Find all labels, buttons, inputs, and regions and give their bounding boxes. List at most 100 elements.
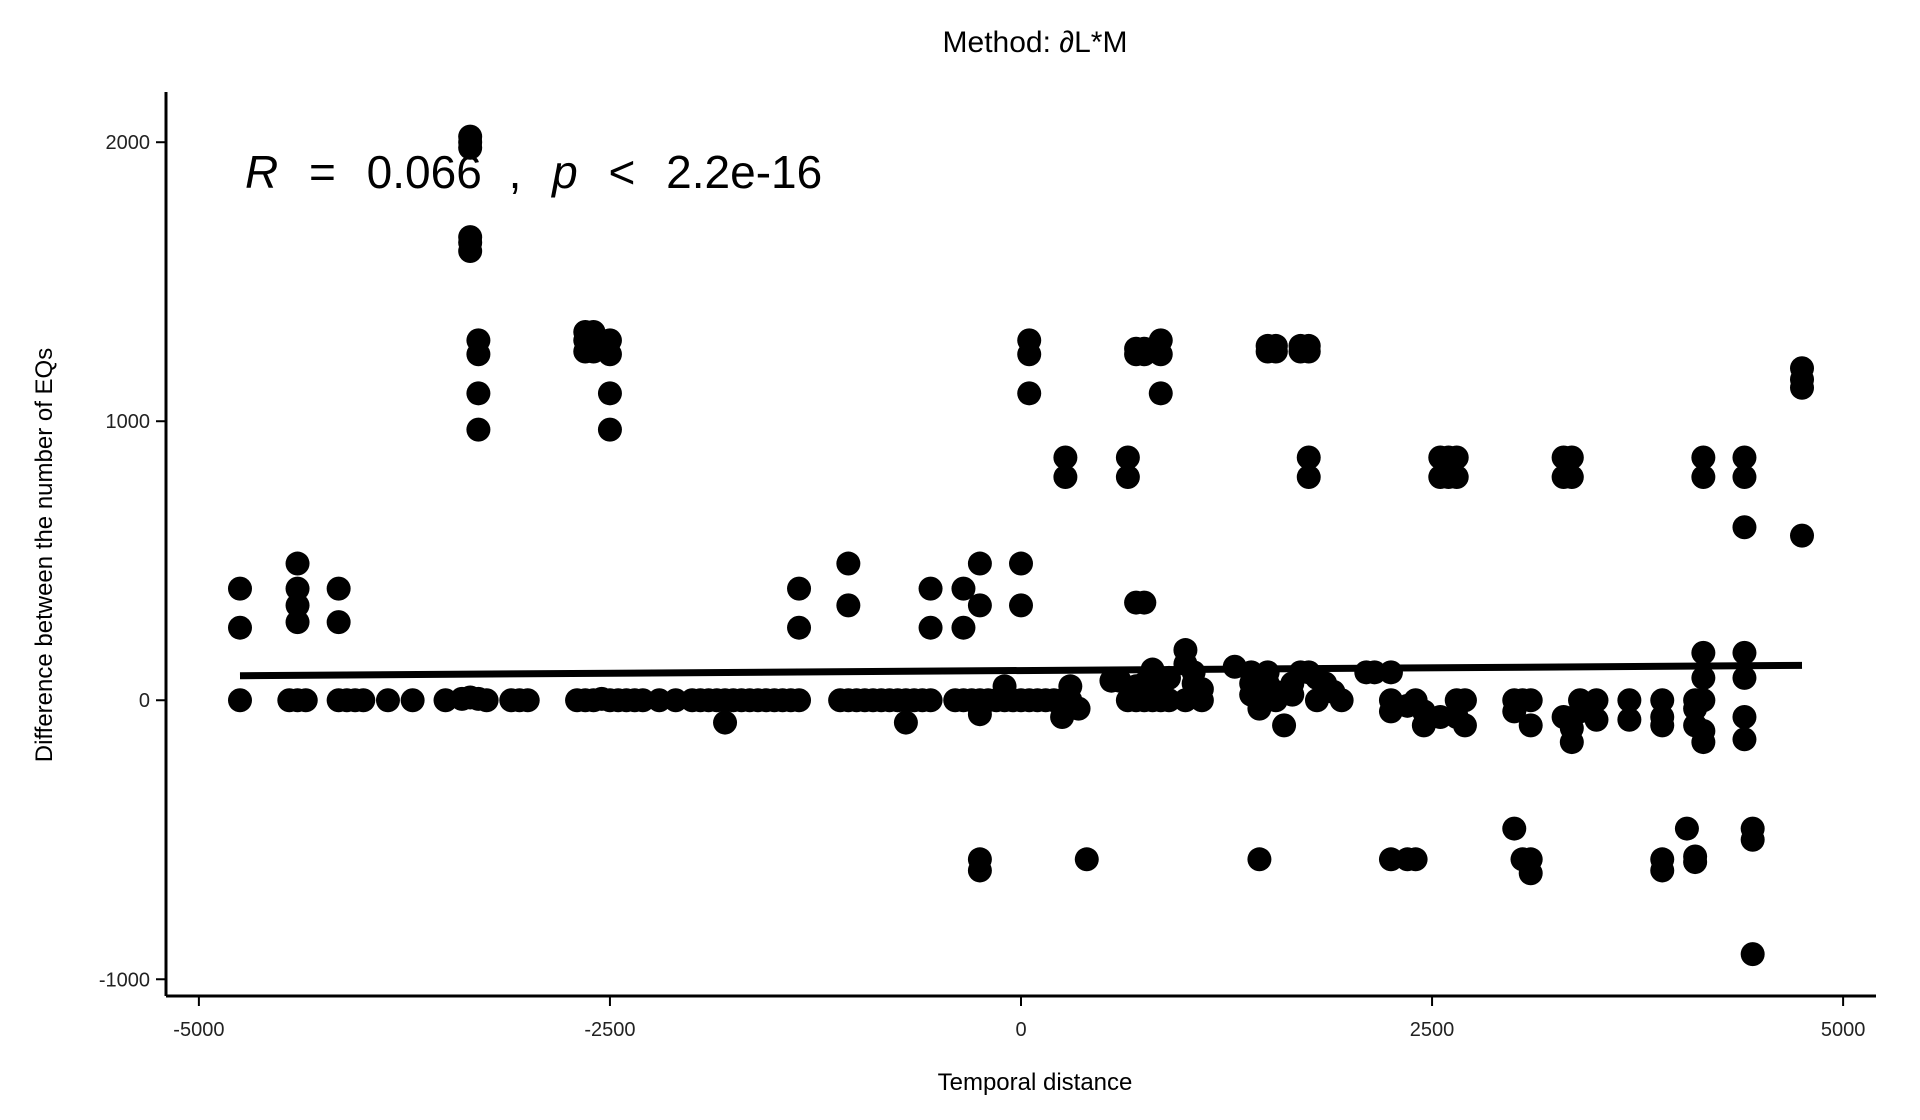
scatter-point xyxy=(1740,827,1765,852)
y-tick-label: -1000 xyxy=(99,969,150,991)
scatter-point xyxy=(1732,665,1757,690)
scatter-point xyxy=(647,688,672,713)
scatter-point xyxy=(836,593,861,618)
scatter-point xyxy=(1009,551,1033,576)
svg-text:R = 0.066 ,: R = 0.066 , p < 2.2e-16 xyxy=(245,146,822,198)
scatter-point xyxy=(1173,688,1198,713)
scatter-point xyxy=(663,688,688,713)
scatter-point xyxy=(1115,445,1140,470)
x-axis-ticks: -5000 -2500 0 2500 5000 xyxy=(173,996,1865,1041)
scatter-point xyxy=(1740,942,1765,967)
scatter-point xyxy=(1329,688,1354,713)
scatter-point xyxy=(1732,704,1757,729)
annotation-p-symbol: p xyxy=(550,146,578,198)
x-tick-label: -2500 xyxy=(584,1019,635,1041)
scatter-point xyxy=(1436,465,1461,490)
scatter-point xyxy=(293,688,318,713)
scatter-point xyxy=(1691,665,1716,690)
scatter-point xyxy=(1559,465,1584,490)
scatter-point xyxy=(1790,523,1815,548)
scatter-point xyxy=(400,688,425,713)
x-axis-title: Temporal distance xyxy=(938,1069,1133,1096)
scatter-point xyxy=(1058,688,1083,713)
scatter-point xyxy=(1280,682,1305,707)
scatter-point xyxy=(458,239,483,264)
scatter-point xyxy=(1584,688,1609,713)
scatter-point xyxy=(918,615,943,640)
scatter-point xyxy=(1444,445,1469,470)
scatter-point xyxy=(1559,445,1584,470)
scatter-point xyxy=(713,710,738,735)
scatter-point xyxy=(992,674,1017,699)
scatter-point xyxy=(466,417,491,442)
x-tick-label: 5000 xyxy=(1821,1019,1866,1041)
scatter-point xyxy=(1674,816,1699,841)
scatter-point xyxy=(1148,342,1173,367)
scatter-point xyxy=(1074,847,1099,872)
scatter-point xyxy=(1428,704,1453,729)
scatter-point xyxy=(1732,465,1757,490)
y-tick-label: 0 xyxy=(139,690,150,712)
scatter-point xyxy=(1518,861,1543,886)
scatter-point xyxy=(285,610,310,635)
x-tick-label: -5000 xyxy=(173,1019,224,1041)
scatter-point xyxy=(967,858,992,883)
scatter-point xyxy=(1053,465,1078,490)
scatter-point xyxy=(1132,342,1157,367)
scatter-point xyxy=(458,135,483,160)
scatter-point xyxy=(918,688,943,713)
scatter-point xyxy=(1732,515,1757,540)
scatter-point xyxy=(630,688,655,713)
scatter-point xyxy=(1272,713,1297,738)
scatter-point xyxy=(1691,730,1716,755)
trend-line xyxy=(239,661,1803,680)
scatter-point xyxy=(1691,688,1716,713)
scatter-point xyxy=(1518,713,1543,738)
y-axis-ticks: -1000 0 1000 2000 xyxy=(99,132,166,991)
scatter-point xyxy=(1790,375,1815,400)
scatter-point xyxy=(1584,707,1609,732)
annotation-r-symbol: R xyxy=(245,146,278,198)
scatter-point xyxy=(597,417,622,442)
scatter-point xyxy=(227,615,252,640)
scatter-point xyxy=(1732,640,1757,665)
scatter-point xyxy=(285,551,310,576)
plot-title: Method: ∂L*M xyxy=(943,26,1128,59)
data-points xyxy=(227,124,1815,967)
scatter-point xyxy=(1378,847,1403,872)
scatter-point xyxy=(285,593,310,618)
scatter-point xyxy=(326,576,351,601)
scatter-point xyxy=(787,576,812,601)
scatter-point xyxy=(1732,727,1757,752)
scatter-point xyxy=(375,688,400,713)
scatter-point xyxy=(1247,847,1272,872)
scatter-point xyxy=(951,576,976,601)
scatter-point xyxy=(1263,339,1288,364)
scatter-point xyxy=(918,576,943,601)
scatter-point xyxy=(836,551,861,576)
scatter-point xyxy=(466,381,491,406)
trend-line-group xyxy=(239,661,1803,680)
scatter-point xyxy=(787,615,812,640)
scatter-point xyxy=(951,615,976,640)
scatter-point xyxy=(1148,381,1173,406)
scatter-point xyxy=(227,576,252,601)
scatter-point xyxy=(1650,858,1675,883)
y-tick-label: 1000 xyxy=(106,411,151,433)
scatter-point xyxy=(1559,730,1584,755)
scatter-point xyxy=(967,551,992,576)
scatter-point xyxy=(1403,847,1428,872)
scatter-point xyxy=(1650,713,1675,738)
scatter-point xyxy=(1296,445,1321,470)
scatter-point xyxy=(466,342,491,367)
y-tick-label: 2000 xyxy=(106,132,151,154)
scatter-point xyxy=(1617,688,1642,713)
scatter-point xyxy=(597,381,622,406)
scatter-point xyxy=(893,710,918,735)
scatter-point xyxy=(351,688,376,713)
scatter-point xyxy=(1053,445,1078,470)
scatter-point xyxy=(1732,445,1757,470)
scatter-point xyxy=(1452,713,1477,738)
annotation-p-value: 2.2e-16 xyxy=(666,146,822,198)
